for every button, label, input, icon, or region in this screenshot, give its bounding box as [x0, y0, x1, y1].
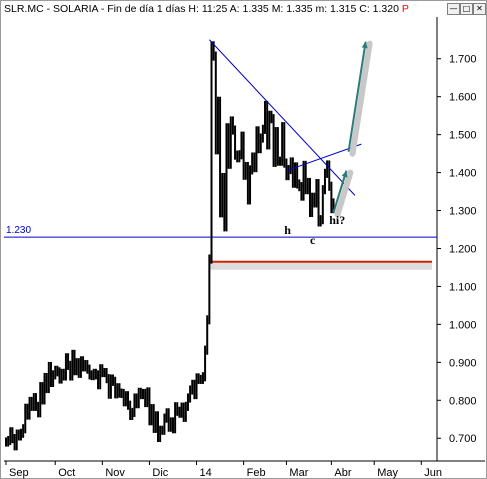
x-tick-label: 14 — [200, 467, 212, 479]
x-tick-label: Dic — [152, 467, 168, 479]
x-tick-label: Nov — [105, 467, 125, 479]
x-tick-label: Feb — [247, 467, 266, 479]
y-tick-label: 0.800 — [449, 395, 477, 407]
arrow-shadow — [334, 169, 354, 218]
y-tick-label: 1.000 — [449, 319, 477, 331]
close-button[interactable]: ✕ — [473, 3, 486, 15]
y-tick-label: 1.100 — [449, 281, 477, 293]
x-tick-label: May — [377, 467, 398, 479]
x-tick-label: Jun — [424, 467, 442, 479]
y-tick-label: 0.700 — [449, 433, 477, 445]
pattern-annotation: h — [284, 223, 291, 237]
pattern-annotation: c — [310, 233, 316, 247]
window-title-text: SLR.MC - SOLARIA - Fin de día 1 días H: … — [4, 3, 399, 15]
title-bar: SLR.MC - SOLARIA - Fin de día 1 días H: … — [1, 1, 486, 17]
y-tick-label: 0.900 — [449, 357, 477, 369]
y-tick-label: 1.400 — [449, 168, 477, 180]
y-tick-label: 1.300 — [449, 206, 477, 218]
window-title: SLR.MC - SOLARIA - Fin de día 1 días H: … — [4, 3, 409, 15]
y-tick-label: 1.200 — [449, 243, 477, 255]
downtrend-line[interactable] — [209, 39, 356, 196]
arrow-shadow — [349, 40, 373, 157]
period-flag[interactable]: P — [401, 3, 409, 15]
arrow-head — [361, 41, 368, 49]
y-tick-label: 1.700 — [449, 54, 477, 66]
y-tick-label: 1.500 — [449, 130, 477, 142]
support-level-label: 1.230 — [6, 225, 31, 236]
x-tick-label: Sep — [9, 467, 29, 479]
x-tick-label: Abr — [334, 467, 351, 479]
x-tick-label: Oct — [58, 467, 75, 479]
resistance-line-shadow — [209, 262, 432, 270]
arrow-head — [341, 170, 348, 178]
minimize-button[interactable]: — — [447, 3, 460, 15]
y-tick-label: 1.600 — [449, 92, 477, 104]
projection-arrow[interactable] — [332, 170, 348, 213]
projection-arrow[interactable] — [347, 41, 367, 152]
x-tick-label: Mar — [289, 467, 308, 479]
pattern-annotation: hi? — [329, 213, 345, 227]
uptrend-line[interactable] — [286, 143, 362, 172]
maximize-button[interactable]: □ — [460, 3, 473, 15]
